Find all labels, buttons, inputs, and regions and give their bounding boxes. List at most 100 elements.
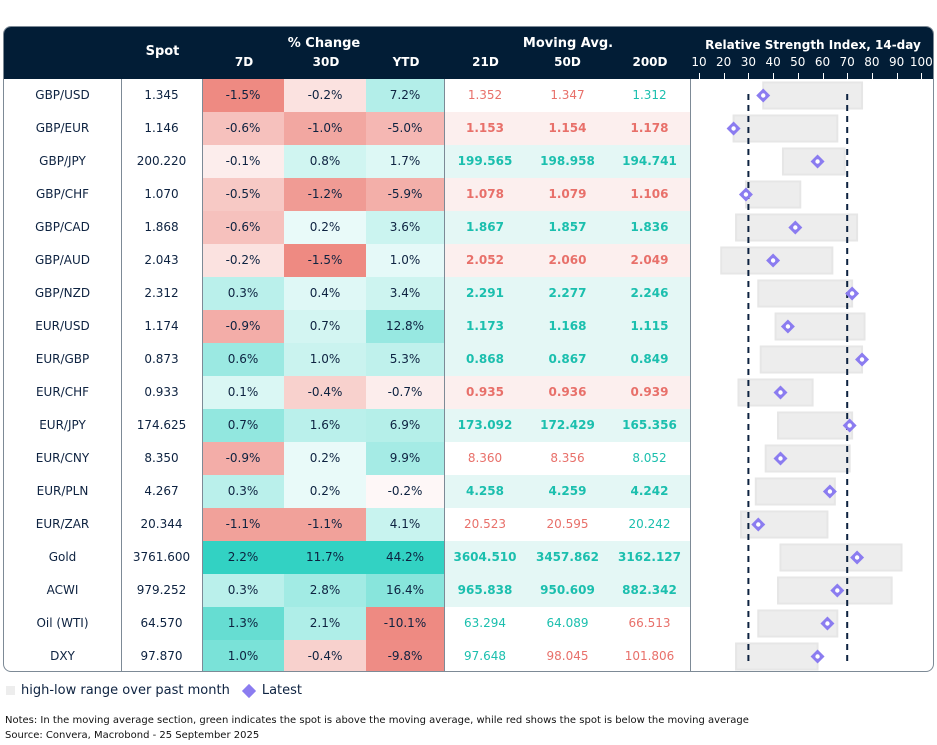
spot-value: 200.220	[136, 154, 187, 168]
moving-avg-header: Moving Avg.	[522, 36, 614, 51]
ma-50d: 4.259	[548, 484, 587, 498]
ma-200d: 66.513	[628, 616, 671, 630]
pct-7d: 2.2%	[202, 541, 284, 574]
ma-50d: 2.277	[548, 286, 587, 300]
table-row: ACWI 979.252 0.3% 2.8% 16.4% 965.838 950.609 88…	[4, 574, 933, 607]
spot-value: 1.146	[144, 121, 179, 135]
table-row: Gold 3761.600 2.2% 11.7% 44.2% 3604.510 3457.8…	[4, 541, 933, 574]
table-row: DXY 97.870 1.0% -0.4% -9.8% 97.648 98.045 101.8…	[4, 640, 933, 671]
instrument-name: GBP/NZD	[34, 286, 91, 300]
ma-50d: 8.356	[550, 451, 585, 465]
ma-200d: 2.049	[630, 253, 669, 267]
pct-30d: 0.8%	[284, 145, 366, 178]
pct-30d: -1.2%	[284, 178, 366, 211]
pct-7d: 0.3%	[202, 277, 284, 310]
instrument-name: EUR/ZAR	[35, 517, 90, 531]
instrument-name: ACWI	[46, 583, 79, 597]
rsi-tick-label: 60	[814, 55, 831, 69]
legend-latest-label: Latest	[261, 683, 303, 698]
table-row: GBP/NZD 2.312 0.3% 0.4% 3.4% 2.291 2.277 2.246	[4, 277, 933, 310]
footnotes: Notes: In the moving average section, gr…	[5, 713, 749, 743]
pct-ytd: 3.4%	[366, 277, 444, 310]
range-swatch-icon	[6, 686, 15, 695]
ma-200d: 101.806	[624, 649, 675, 663]
pct-ytd: 4.1%	[366, 508, 444, 541]
ma-200d: 8.052	[632, 451, 667, 465]
table-header: Spot % Change 7D 30D YTD Moving Avg. 21D…	[4, 27, 933, 79]
spot-value: 0.873	[144, 352, 179, 366]
pct-30d: 1.6%	[284, 409, 366, 442]
pct-ytd: -10.1%	[366, 607, 444, 640]
ma-200d: 3162.127	[617, 550, 681, 564]
pct-7d: -1.5%	[202, 79, 284, 112]
rsi-tick-mark	[797, 73, 799, 79]
pct-30d: 0.7%	[284, 310, 366, 343]
instrument-name: EUR/GBP	[35, 352, 90, 366]
divider	[121, 79, 122, 671]
pct-30d: -0.4%	[284, 640, 366, 671]
ma-200d: 1.178	[630, 121, 669, 135]
divider	[444, 79, 445, 671]
rsi-tick-label: 100	[909, 55, 933, 69]
rsi-tick-mark	[921, 73, 923, 79]
pct-30d: 0.4%	[284, 277, 366, 310]
ma-21d: 965.838	[457, 583, 513, 597]
source-text: Source: Convera, Macrobond - 25 Septembe…	[5, 730, 260, 741]
ma-col-200d: 200D	[632, 55, 668, 69]
spot-value: 1.174	[144, 319, 179, 333]
ma-col-50d: 50D	[554, 55, 581, 69]
rsi-tick-mark	[773, 73, 775, 79]
spot-value: 8.350	[144, 451, 179, 465]
ma-200d: 4.242	[630, 484, 669, 498]
ma-21d: 4.258	[466, 484, 504, 498]
spot-value: 4.267	[144, 484, 179, 498]
ma-21d: 97.648	[464, 649, 506, 663]
ma-col-21d: 21D	[472, 55, 499, 69]
ma-21d: 1.867	[466, 220, 504, 234]
instrument-name: GBP/USD	[35, 88, 90, 102]
pct-7d: 0.6%	[202, 343, 284, 376]
ma-200d: 0.849	[630, 352, 669, 366]
ma-21d: 3604.510	[453, 550, 517, 564]
instrument-name: GBP/AUD	[34, 253, 91, 267]
pct-ytd: 1.7%	[366, 145, 444, 178]
ma-row-highlight	[444, 277, 690, 310]
pct-30d: 2.8%	[284, 574, 366, 607]
ma-row-highlight	[444, 211, 690, 244]
ma-50d: 198.958	[540, 154, 595, 168]
pct-7d: -0.2%	[202, 244, 284, 277]
pct-30d: 2.1%	[284, 607, 366, 640]
spot-value: 2.312	[144, 286, 179, 300]
pct-30d: 11.7%	[284, 541, 366, 574]
instrument-name: Gold	[48, 550, 77, 564]
spot-value: 20.344	[140, 517, 183, 531]
rsi-tick-label: 80	[864, 55, 880, 69]
pct-7d: -0.9%	[202, 310, 284, 343]
ma-50d: 950.609	[540, 583, 595, 597]
instrument-name: GBP/CAD	[35, 220, 90, 234]
pct-ytd: 9.9%	[366, 442, 444, 475]
ma-row-highlight	[444, 310, 690, 343]
spot-value: 2.043	[144, 253, 179, 267]
ma-row-highlight	[444, 244, 690, 277]
ma-50d: 20.595	[546, 517, 589, 531]
ma-200d: 1.115	[630, 319, 669, 333]
pct-ytd: 6.9%	[366, 409, 444, 442]
ma-21d: 63.294	[464, 616, 506, 630]
table-row: GBP/JPY 200.220 -0.1% 0.8% 1.7% 199.565 198.95…	[4, 145, 933, 178]
rsi-tick-mark	[699, 73, 700, 79]
ma-21d: 1.173	[466, 319, 504, 333]
pct-ytd: 44.2%	[366, 541, 444, 574]
rsi-tick-mark	[822, 73, 824, 79]
rsi-tick-mark	[896, 73, 898, 79]
instrument-name: Oil (WTI)	[36, 616, 89, 630]
spot-value: 174.625	[136, 418, 187, 432]
ma-21d: 1.078	[466, 187, 504, 201]
divider	[202, 79, 203, 671]
ma-200d: 20.242	[628, 517, 671, 531]
ma-row-highlight	[444, 574, 690, 607]
pct-30d: 0.2%	[284, 442, 366, 475]
pct-30d: -1.0%	[284, 112, 366, 145]
ma-21d: 199.565	[457, 154, 513, 168]
ma-21d: 0.935	[466, 385, 504, 399]
